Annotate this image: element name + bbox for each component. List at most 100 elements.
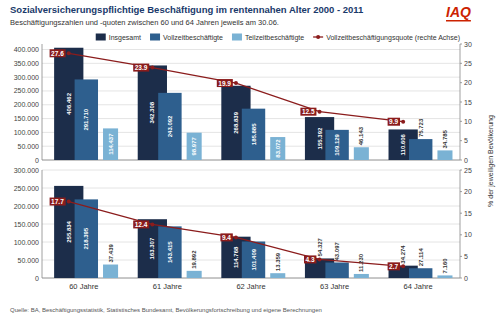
bar-value-label: 163.307: [149, 237, 155, 259]
bar: [75, 79, 98, 160]
bar: [325, 130, 348, 160]
quote-label-box: [50, 198, 66, 206]
bar-value-label: 243.092: [167, 115, 173, 137]
logo-underline: [446, 20, 471, 22]
y2-tick-label: 0: [464, 275, 468, 282]
quote-value-label: 12.5: [302, 108, 315, 115]
grid-line: [42, 104, 460, 105]
quote-value-label: 4.3: [306, 256, 315, 263]
bar: [103, 265, 118, 278]
bar-value-label: 114.437: [108, 133, 114, 155]
quote-label: 12.4: [133, 220, 149, 228]
y2-tick-label: 10: [464, 118, 472, 125]
quote-label-box: [304, 255, 316, 263]
legend-swatch: [316, 35, 320, 39]
legend-label: Vollzeitbeschäftigte: [163, 34, 223, 42]
bar-value-label: 255.834: [66, 220, 72, 242]
y-tick-label: 300.000: [14, 74, 39, 81]
bar: [75, 199, 98, 278]
y-tick-label: 250.000: [14, 87, 39, 94]
quote-value-label: 9.4: [222, 234, 231, 241]
y-tick-label: 0: [35, 275, 39, 282]
y2-tick-label: 10: [464, 231, 472, 238]
legend-label: Teilzeitbeschäftigte: [245, 34, 304, 42]
quote-label: 23.9: [133, 64, 149, 72]
y2-tick-label: 20: [464, 188, 472, 195]
bar-value-label: 109.129: [334, 133, 340, 155]
bar-value-label: 98.977: [191, 136, 197, 155]
bar-value-label: 13.359: [275, 252, 281, 271]
quote-marker: [67, 200, 71, 204]
bar-value-label: 110.606: [400, 133, 406, 155]
y2-tick-label: 30: [464, 41, 472, 48]
y2-axis-line: [460, 170, 461, 278]
x-tick-label: 61 Jahre: [153, 282, 182, 291]
bar: [103, 128, 118, 160]
bar-value-label: 54.327: [317, 237, 323, 256]
quote-marker: [67, 51, 71, 55]
bar-value-label: 19.892: [191, 250, 197, 269]
grid-line: [42, 206, 460, 207]
y-tick-label: 350.000: [14, 60, 39, 67]
quote-label-box: [133, 220, 149, 228]
legend-swatch: [150, 34, 160, 41]
legend-label: Vollzeitbeschäftigungsquote (rechte Achs…: [326, 34, 460, 42]
bar-value-label: 185.885: [251, 123, 257, 145]
bar-value-label: 7.160: [442, 258, 448, 274]
y2-tick-label: 0: [464, 157, 468, 164]
quote-label-box: [300, 108, 316, 116]
bar: [354, 274, 369, 278]
quote-label-box: [388, 118, 400, 126]
bar: [270, 273, 285, 278]
bar: [409, 268, 432, 278]
y-tick-label: 100.000: [14, 129, 39, 136]
plot-marks: [54, 186, 452, 278]
quote-label: 4.3: [304, 255, 316, 263]
quote-value-label: 19.9: [218, 80, 231, 87]
quote-line: [69, 53, 403, 121]
y-tick-label: 150.000: [14, 115, 39, 122]
legend: Insgesamt Vollzeitbeschäftigte Teilzeitbes…: [96, 34, 460, 42]
y2-tick-label: 15: [464, 210, 472, 217]
bar-value-label: 11.230: [358, 253, 364, 272]
quote-marker: [318, 257, 322, 261]
bar: [437, 150, 452, 160]
bar-value-label: 406.462: [66, 92, 72, 114]
grid-line: [42, 170, 460, 171]
logo-text: IAQ: [446, 4, 471, 20]
source-note: Quelle: BA, Beschäftigungsstatistik, Sta…: [10, 307, 322, 313]
y2-tick-label: 5: [464, 253, 468, 260]
bar: [158, 226, 181, 278]
y2-tick-label: 20: [464, 79, 472, 86]
x-tick-label: 64 Jahre: [404, 282, 433, 291]
y-axis-line: [42, 170, 43, 278]
y-tick-label: 0: [35, 157, 39, 164]
quote-value-label: 9.9: [389, 118, 398, 125]
bar-value-label: 34.785: [442, 129, 448, 148]
quote-label: 9.4: [220, 233, 232, 241]
panel: 050.000100.000150.000200.000250.000300.0…: [14, 167, 472, 292]
quote-label-box: [220, 233, 232, 241]
plot-marks: [54, 48, 452, 160]
bar-value-label: 155.392: [317, 127, 323, 149]
quote-marker: [150, 66, 154, 70]
grid-line: [42, 224, 460, 225]
bar: [354, 147, 369, 160]
bar: [242, 241, 265, 278]
x-tick-label: 60 Jahre: [69, 282, 98, 291]
legend-label: Insgesamt: [109, 34, 141, 42]
quote-marker: [234, 235, 238, 239]
bar-value-label: 46.143: [358, 126, 364, 145]
grid-line: [42, 63, 460, 64]
bar: [158, 93, 181, 160]
quote-label: 9.9: [388, 118, 400, 126]
quote-marker: [318, 110, 322, 114]
quote-value-label: 23.9: [135, 64, 148, 71]
grid-line: [42, 90, 460, 91]
bar-value-label: 27.114: [418, 248, 424, 267]
bar-value-label: 218.395: [83, 227, 89, 249]
bar: [242, 109, 265, 160]
bar-value-label: 342.308: [149, 101, 155, 123]
y2-axis-line: [460, 44, 461, 160]
bar-value-label: 114.768: [233, 246, 239, 268]
